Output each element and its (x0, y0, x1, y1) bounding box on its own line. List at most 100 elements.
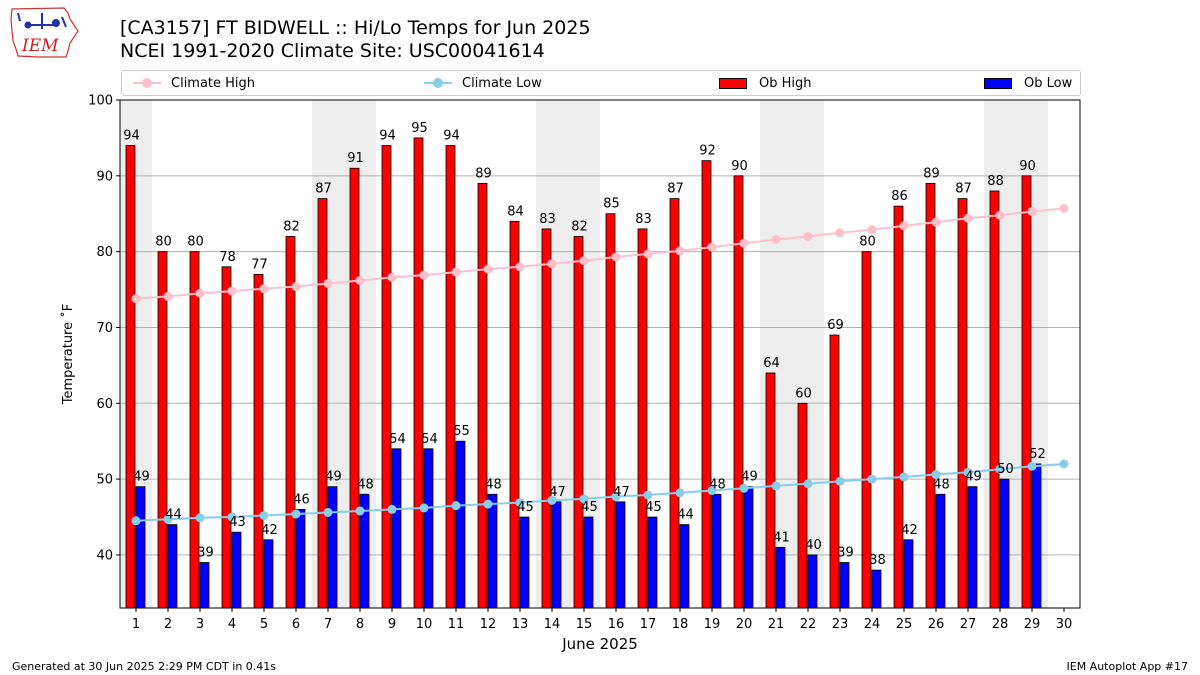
point-climate-low (163, 514, 173, 524)
x-tick-label: 22 (800, 617, 817, 632)
x-tick-label: 11 (448, 617, 465, 632)
point-climate-high (451, 267, 461, 277)
chart-legend: Climate High Climate Low Ob High Ob Low (121, 70, 1081, 96)
bar-ob-high (317, 198, 328, 609)
point-climate-low (995, 464, 1005, 474)
point-climate-high (611, 252, 621, 262)
x-tick-label: 5 (260, 617, 268, 632)
x-tick-label: 13 (512, 617, 529, 632)
x-tick-label: 18 (672, 617, 689, 632)
data-label-ob-high: 89 (475, 166, 492, 181)
bar-ob-low (743, 486, 754, 609)
point-climate-high (291, 282, 301, 292)
data-label-ob-low: 39 (837, 546, 854, 561)
chart-subtitle: NCEI 1991-2020 Climate Site: USC00041614 (120, 40, 545, 62)
x-tick-label: 12 (480, 617, 497, 632)
point-climate-low (195, 513, 205, 523)
x-tick-label: 1 (132, 617, 140, 632)
bar-ob-high (541, 228, 552, 609)
logo-text: IEM (21, 36, 59, 56)
point-climate-low (931, 470, 941, 480)
data-label-ob-high: 94 (443, 128, 460, 143)
data-label-ob-high: 83 (635, 212, 652, 227)
data-label-ob-high: 77 (251, 257, 268, 272)
bar-ob-high (253, 273, 264, 609)
point-climate-high (259, 284, 269, 294)
point-climate-high (355, 275, 365, 285)
point-climate-high (899, 221, 909, 231)
data-label-ob-low: 42 (261, 523, 278, 538)
x-tick-label: 23 (832, 617, 849, 632)
point-climate-low (835, 476, 845, 486)
data-label-ob-low: 47 (613, 485, 630, 500)
bar-ob-low (775, 546, 786, 609)
y-tick-label: 60 (96, 397, 113, 412)
point-climate-high (387, 272, 397, 282)
x-tick-label: 14 (544, 617, 561, 632)
point-climate-low (963, 467, 973, 477)
bar-ob-low (135, 486, 146, 609)
x-tick-label: 25 (896, 617, 913, 632)
bar-ob-low (647, 516, 658, 609)
data-label-ob-high: 94 (379, 128, 396, 143)
data-label-ob-low: 38 (869, 553, 886, 568)
bar-ob-high (893, 205, 904, 609)
point-climate-low (803, 479, 813, 489)
data-label-ob-low: 49 (965, 470, 982, 485)
point-climate-low (867, 474, 877, 484)
point-climate-high (707, 242, 717, 252)
data-label-ob-low: 47 (549, 485, 566, 500)
point-climate-low (771, 481, 781, 491)
x-tick-label: 27 (960, 617, 977, 632)
bar-ob-low (935, 493, 946, 609)
point-climate-high (643, 249, 653, 259)
x-tick-label: 20 (736, 617, 753, 632)
bar-ob-high (125, 145, 136, 609)
point-climate-low (451, 501, 461, 511)
legend-swatch-ob-high (719, 77, 747, 89)
data-label-ob-low: 46 (293, 492, 310, 507)
point-climate-high (963, 213, 973, 223)
chart-title: [CA3157] FT BIDWELL :: Hi/Lo Temps for J… (120, 17, 591, 39)
point-climate-high (323, 278, 333, 288)
point-climate-high (675, 246, 685, 256)
data-label-ob-high: 64 (763, 356, 780, 371)
bar-ob-low (295, 509, 306, 609)
data-label-ob-high: 92 (699, 144, 716, 159)
data-label-ob-low: 45 (517, 500, 534, 515)
bar-ob-high (285, 236, 296, 609)
data-label-ob-high: 91 (347, 151, 364, 166)
bar-ob-low (231, 531, 242, 609)
bar-ob-high (349, 167, 360, 609)
point-climate-low (323, 507, 333, 517)
footer-generated: Generated at 30 Jun 2025 2:29 PM CDT in … (12, 660, 277, 673)
data-label-ob-low: 39 (197, 546, 214, 561)
data-label-ob-high: 89 (923, 166, 940, 181)
point-climate-high (483, 264, 493, 274)
point-climate-low (131, 516, 141, 526)
data-label-ob-high: 85 (603, 197, 620, 212)
bar-ob-low (1031, 463, 1042, 609)
data-label-ob-low: 48 (485, 477, 502, 492)
y-tick-label: 40 (96, 548, 113, 563)
data-label-ob-high: 80 (859, 235, 876, 250)
point-climate-low (611, 492, 621, 502)
bar-ob-low (519, 516, 530, 609)
climate-lines (131, 203, 1069, 526)
data-label-ob-high: 90 (731, 159, 748, 174)
legend-item-climate-high: Climate High (133, 71, 255, 95)
line-climate-high (135, 207, 1065, 300)
data-label-ob-low: 41 (773, 530, 790, 545)
data-label-ob-high: 82 (571, 219, 588, 234)
data-label-ob-low: 44 (677, 508, 694, 523)
bar-ob-low (583, 516, 594, 609)
y-tick-label: 80 (96, 245, 113, 260)
data-label-ob-high: 87 (955, 182, 972, 197)
bar-ob-low (711, 493, 722, 609)
iowa-state-outline-icon (10, 7, 79, 58)
x-tick-label: 7 (324, 617, 332, 632)
bar-ob-low (839, 562, 850, 609)
bar-ob-low (807, 554, 818, 609)
